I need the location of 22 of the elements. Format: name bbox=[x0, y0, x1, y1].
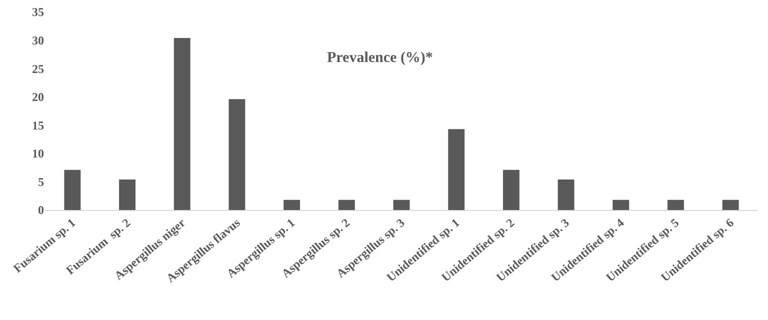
bar bbox=[722, 200, 739, 210]
bar bbox=[228, 99, 246, 210]
y-tick-label: 25 bbox=[32, 62, 44, 76]
bar bbox=[119, 179, 136, 210]
bar bbox=[668, 200, 684, 210]
bar bbox=[393, 200, 410, 210]
bar bbox=[174, 38, 190, 210]
y-tick-label: 0 bbox=[38, 203, 44, 218]
bar bbox=[284, 200, 300, 210]
y-tick-label: 30 bbox=[32, 33, 44, 48]
y-tick-label: 15 bbox=[32, 118, 44, 132]
bar bbox=[502, 170, 520, 210]
y-tick-label: 10 bbox=[32, 146, 44, 161]
y-tick-label: 35 bbox=[32, 5, 44, 20]
bar bbox=[338, 200, 355, 210]
y-tick-label: 20 bbox=[32, 90, 44, 104]
bar bbox=[612, 200, 630, 210]
bar bbox=[64, 170, 81, 210]
bar bbox=[448, 129, 465, 210]
bar bbox=[558, 179, 574, 210]
y-tick-label: 5 bbox=[38, 174, 44, 189]
text: Prevalence (%)* bbox=[327, 50, 433, 66]
